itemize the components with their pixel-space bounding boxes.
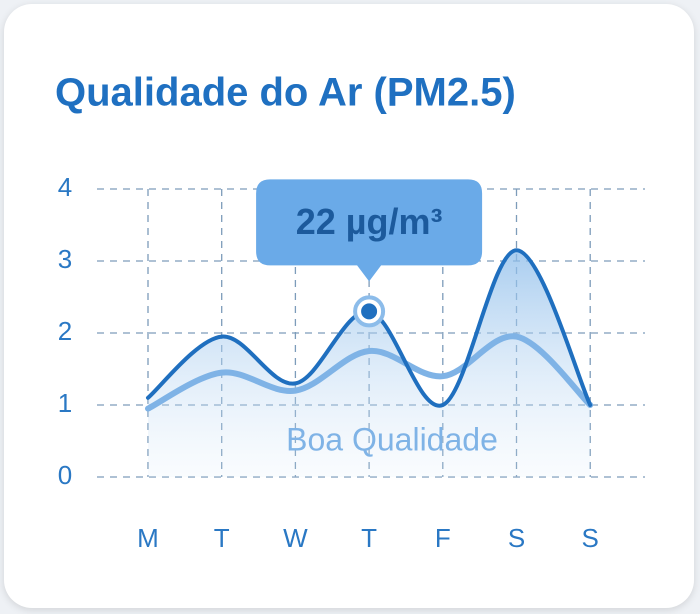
area — [148, 250, 591, 477]
series-line — [145, 333, 594, 412]
y-tick-label: 4 — [58, 172, 72, 202]
band-label: Boa Qualidade — [286, 421, 498, 457]
series-line — [146, 248, 593, 408]
highlight-point — [361, 303, 378, 320]
card — [4, 4, 694, 608]
y-tick-label: 0 — [58, 460, 72, 490]
chart-title: Qualidade do Ar (PM2.5) — [55, 71, 516, 115]
y-tick-label: 2 — [58, 316, 72, 346]
x-tick-label: S — [508, 523, 525, 553]
x-tick-label: T — [361, 523, 377, 553]
y-tick-label: 3 — [58, 244, 72, 274]
x-tick-label: T — [214, 523, 230, 553]
x-tick-label: M — [137, 523, 159, 553]
y-tick-label: 1 — [58, 388, 72, 418]
x-tick-label: W — [283, 523, 308, 553]
tooltip — [256, 179, 483, 282]
x-tick-label: S — [582, 523, 599, 553]
x-tick-label: F — [435, 523, 451, 553]
tooltip-label: 22 µg/m³ — [296, 201, 443, 242]
